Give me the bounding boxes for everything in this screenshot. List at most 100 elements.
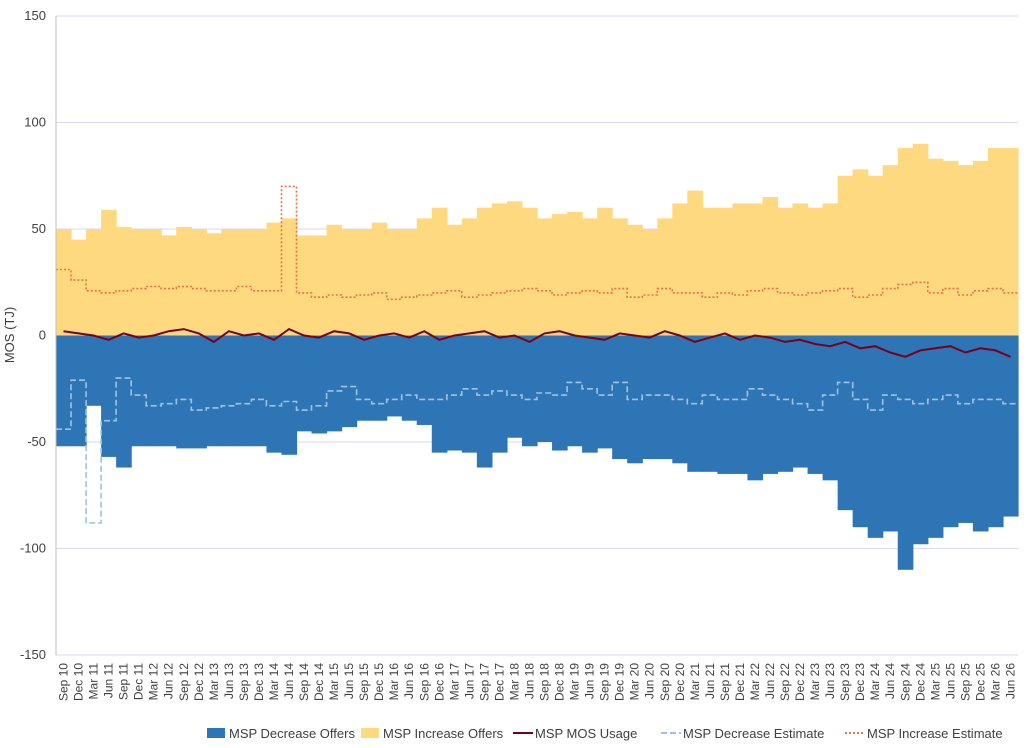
line-layer xyxy=(56,185,1018,524)
x-tick-label: Dec 17 xyxy=(492,663,506,701)
increase-offers-bar xyxy=(116,226,132,336)
x-tick-label: Sep 25 xyxy=(958,663,972,701)
legend: MSP Decrease Offers MSP Increase Offers MS… xyxy=(207,726,1003,741)
decrease-offers-bar xyxy=(777,335,794,472)
legend-label: MSP Decrease Offers xyxy=(229,726,355,741)
x-tick-label: Mar 19 xyxy=(568,663,582,701)
y-tick-label: 150 xyxy=(24,8,46,23)
increase-offers-bar xyxy=(537,218,553,336)
decrease-offers-bar xyxy=(356,335,373,421)
x-tick-label: Sep 21 xyxy=(718,663,732,701)
x-tick-label: Sep 15 xyxy=(357,663,371,701)
increase-offers-bar xyxy=(552,214,568,336)
x-tick-label: Sep 16 xyxy=(417,663,431,701)
increase-offers-bar xyxy=(942,160,959,336)
increase-offers-bar xyxy=(762,197,779,336)
x-tick-label: Jun 13 xyxy=(222,663,236,699)
decrease-offers-bar xyxy=(957,335,974,523)
x-tick-label: Sep 12 xyxy=(177,663,191,701)
x-tick-label: Mar 22 xyxy=(748,663,762,701)
increase-offers-bar xyxy=(161,235,177,336)
increase-offers-bar xyxy=(987,148,1004,336)
decrease-offers-bar xyxy=(807,335,824,474)
x-tick-label: Dec 21 xyxy=(733,663,747,701)
x-tick-label: Jun 26 xyxy=(1004,663,1018,699)
increase-offers-bar xyxy=(56,229,72,336)
legend-item: MSP Increase Estimate xyxy=(845,726,1003,741)
decrease-offers-bar xyxy=(506,335,523,438)
decrease-offers-bar xyxy=(912,335,929,545)
decrease-offers-bar xyxy=(176,335,192,449)
decrease-offers-bar xyxy=(837,335,854,511)
y-tick-label: -100 xyxy=(20,541,46,556)
decrease-offers-bar xyxy=(296,335,313,432)
increase-offers-bar xyxy=(882,165,899,336)
increase-offers-bar xyxy=(176,226,192,336)
y-tick-label: 0 xyxy=(39,328,46,343)
x-tick-label: Dec 11 xyxy=(132,663,146,700)
increase-offers-bar xyxy=(912,143,929,336)
y-tick-label: 100 xyxy=(24,115,46,130)
increase-offers-bar xyxy=(837,175,854,336)
decrease-offers-bar xyxy=(1002,335,1019,517)
increase-offers-bar xyxy=(146,229,162,336)
increase-offers-bar xyxy=(567,211,583,336)
x-tick-label: Sep 23 xyxy=(838,663,852,701)
x-tick-label: Mar 18 xyxy=(508,663,522,701)
increase-offers-bar xyxy=(71,239,87,336)
decrease-offers-bar xyxy=(476,335,493,468)
decrease-offers-bar xyxy=(822,335,839,481)
decrease-offers-bar xyxy=(86,335,102,406)
legend-swatch xyxy=(361,728,379,738)
x-tick-label: Jun 25 xyxy=(943,663,957,699)
decrease-offers-bar xyxy=(702,335,718,472)
increase-offers-bar xyxy=(506,201,523,336)
increase-offers-bar xyxy=(401,229,418,336)
legend-label: MSP MOS Usage xyxy=(535,726,637,741)
x-tick-label: Jun 11 xyxy=(102,663,116,698)
increase-offers-bar xyxy=(852,169,869,336)
decrease-offers-bar xyxy=(747,335,764,481)
decrease-offers-bar xyxy=(882,335,899,532)
increase-offers-bar xyxy=(461,218,478,336)
legend-label: MSP Decrease Estimate xyxy=(683,726,824,741)
legend-item: MSP MOS Usage xyxy=(513,726,637,741)
increase-offers-bar xyxy=(687,190,703,336)
legend-label: MSP Increase Estimate xyxy=(867,726,1003,741)
x-tick-label: Jun 20 xyxy=(643,663,657,699)
decrease-offers-bar xyxy=(642,335,658,460)
decrease-offers-bar xyxy=(416,335,433,425)
x-tick-label: Dec 23 xyxy=(853,663,867,701)
x-tick-label: Mar 11 xyxy=(87,663,101,700)
increase-offers-bar xyxy=(777,207,794,336)
decrease-offers-bar xyxy=(251,335,268,447)
x-tick-label: Dec 16 xyxy=(432,663,446,701)
x-tick-label: Mar 13 xyxy=(207,663,221,701)
increase-offers-bar xyxy=(386,229,403,336)
increase-offers-bar xyxy=(927,158,944,336)
increase-offers-bar xyxy=(356,229,373,336)
increase-offers-bar xyxy=(612,218,628,336)
x-tick-label: Jun 12 xyxy=(162,663,176,699)
x-tick-label: Dec 15 xyxy=(372,663,386,701)
decrease-offers-bar xyxy=(386,335,403,417)
legend-item: MSP Decrease Estimate xyxy=(661,726,824,741)
decrease-offers-bar xyxy=(987,335,1004,528)
decrease-offers-bar xyxy=(371,335,388,421)
increase-offers-bar xyxy=(957,165,974,336)
legend-item: MSP Decrease Offers xyxy=(207,726,355,741)
increase-offers-bar xyxy=(416,218,433,336)
increase-offers-bar xyxy=(251,229,268,336)
decrease-offers-bar xyxy=(191,335,207,449)
increase-offers-bar xyxy=(792,203,809,336)
x-tick-label: Sep 17 xyxy=(477,663,491,701)
decrease-offers-bar xyxy=(71,335,87,447)
increase-offers-bar xyxy=(431,207,448,336)
decrease-offers-bar xyxy=(431,335,448,453)
increase-offers-bar xyxy=(822,203,839,336)
increase-offers-bar xyxy=(476,207,493,336)
decrease-offers-bar xyxy=(146,335,162,447)
decrease-offers-bar xyxy=(521,335,538,447)
x-tick-label: Sep 11 xyxy=(117,663,131,700)
x-tick-label: Jun 14 xyxy=(282,663,296,699)
